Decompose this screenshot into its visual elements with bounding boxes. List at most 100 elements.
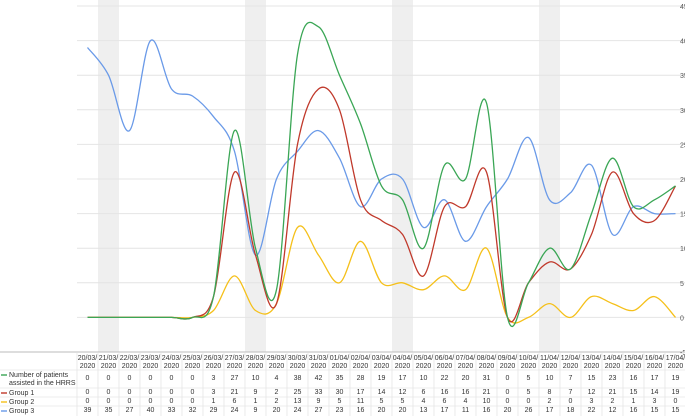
table-cell: 21 xyxy=(609,389,617,396)
table-cell: 17 xyxy=(357,389,365,396)
category-label: 2020 xyxy=(563,363,579,370)
series-line-group-3 xyxy=(86,39,676,256)
category-label: 16/04/ xyxy=(645,355,665,362)
table-cell: 20 xyxy=(504,407,512,414)
category-label: 04/04/ xyxy=(393,355,413,362)
table-cell: 11 xyxy=(462,407,469,414)
category-label: 2020 xyxy=(353,363,369,370)
table-cell: 20 xyxy=(273,407,281,414)
table-cell: 6 xyxy=(233,398,237,405)
category-label: 22/03/ xyxy=(120,355,140,362)
category-label: 2020 xyxy=(584,363,600,370)
series-line-group-1 xyxy=(87,86,677,323)
table-cell: 23 xyxy=(609,375,617,382)
category-label: 05/04/ xyxy=(414,355,434,362)
category-label: 2020 xyxy=(605,363,621,370)
legend-label: Group 1 xyxy=(9,390,34,397)
y-tick-label: -5 xyxy=(680,350,685,357)
table-cell: 3 xyxy=(653,398,657,405)
table-cell: 38 xyxy=(294,375,302,382)
table-cell: 15 xyxy=(672,407,680,414)
category-label: 07/04/ xyxy=(456,355,476,362)
table-cell: 5 xyxy=(338,398,342,405)
category-label: 29/03/ xyxy=(267,355,287,362)
table-cell: 17 xyxy=(546,407,554,414)
category-label: 2020 xyxy=(626,363,642,370)
table-cell: 15 xyxy=(630,389,638,396)
table-cell: 0 xyxy=(107,375,111,382)
table-cell: 1 xyxy=(212,398,216,405)
table-cell: 0 xyxy=(86,398,90,405)
table-cell: 0 xyxy=(674,398,678,405)
category-label: 13/04/ xyxy=(582,355,602,362)
category-label: 27/03/ xyxy=(225,355,245,362)
category-label: 2020 xyxy=(227,363,243,370)
table-cell: 13 xyxy=(420,407,428,414)
category-label: 2020 xyxy=(479,363,495,370)
shaded-band xyxy=(98,0,119,352)
table-cell: 4 xyxy=(464,398,468,405)
table-cell: 22 xyxy=(588,407,596,414)
table-cell: 1 xyxy=(254,398,258,405)
category-label: 28/03/ xyxy=(246,355,266,362)
category-label: 2020 xyxy=(248,363,264,370)
category-label: 2020 xyxy=(542,363,558,370)
table-cell: 16 xyxy=(483,407,491,414)
table-cell: 16 xyxy=(357,407,365,414)
table-cell: 0 xyxy=(86,375,90,382)
table-cell: 0 xyxy=(149,389,153,396)
category-label: 14/04/ xyxy=(603,355,623,362)
table-cell: 1 xyxy=(632,398,636,405)
table-cell: 12 xyxy=(588,389,596,396)
category-label: 17/04/ xyxy=(666,355,685,362)
category-label: 2020 xyxy=(311,363,327,370)
table-cell: 20 xyxy=(399,407,407,414)
table-cell: 17 xyxy=(441,407,449,414)
table-cell: 2 xyxy=(275,398,279,405)
table-cell: 35 xyxy=(105,407,113,414)
table-cell: 0 xyxy=(107,389,111,396)
series-lines xyxy=(86,21,677,328)
table-cell: 20 xyxy=(378,407,386,414)
y-tick-label: 0 xyxy=(680,315,684,322)
table-cell: 0 xyxy=(149,398,153,405)
table-cell: 16 xyxy=(441,389,449,396)
y-axis: 45 40 35 30 25 20 15 10 5 0 -5 xyxy=(680,4,685,357)
category-label: 10/04/ xyxy=(519,355,539,362)
table-cell: 5 xyxy=(380,398,384,405)
category-label: 01/04/ xyxy=(330,355,350,362)
category-label: 2020 xyxy=(416,363,432,370)
table-cell: 0 xyxy=(506,389,510,396)
table-cell: 9 xyxy=(317,398,321,405)
table-cell: 0 xyxy=(128,375,132,382)
table-cell: 40 xyxy=(147,407,155,414)
table-cell: 2 xyxy=(548,398,552,405)
table-cell: 0 xyxy=(527,398,531,405)
table-cell: 9 xyxy=(254,389,258,396)
table-cell: 18 xyxy=(567,407,575,414)
category-label: 2020 xyxy=(395,363,411,370)
category-label: 26/03/ xyxy=(204,355,224,362)
table-cell: 10 xyxy=(483,398,491,405)
y-tick-label: 45 xyxy=(680,4,685,11)
category-label: 03/04/ xyxy=(372,355,392,362)
category-label: 23/03/ xyxy=(141,355,161,362)
table-cell: 5 xyxy=(527,389,531,396)
table-cell: 15 xyxy=(588,375,596,382)
series-line-group-2 xyxy=(87,225,676,324)
table-cell: 6 xyxy=(443,398,447,405)
category-label: 12/04/ xyxy=(561,355,581,362)
shaded-band xyxy=(539,0,560,352)
category-label: 15/04/ xyxy=(624,355,644,362)
table-cell: 25 xyxy=(294,389,302,396)
legend-label: assisted in the HRRS xyxy=(9,380,76,387)
category-label: 06/04/ xyxy=(435,355,455,362)
table-cell: 35 xyxy=(336,375,344,382)
table-cell: 0 xyxy=(128,398,132,405)
y-tick-label: 15 xyxy=(680,212,685,219)
category-label: 2020 xyxy=(521,363,537,370)
category-label: 25/03/ xyxy=(183,355,203,362)
table-cell: 28 xyxy=(357,375,365,382)
table-cell: 13 xyxy=(294,398,302,405)
